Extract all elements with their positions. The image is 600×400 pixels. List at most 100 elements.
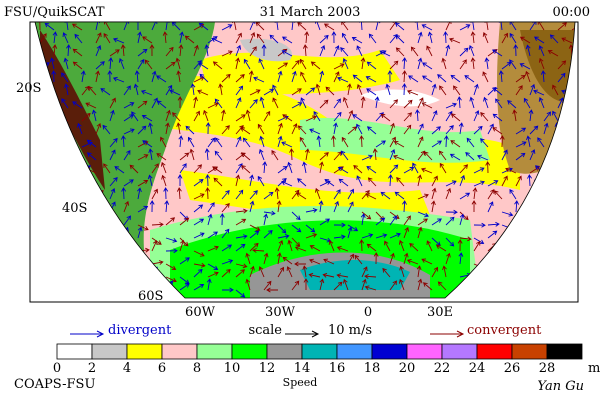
wind-arrow: [473, 270, 484, 278]
wind-arrow: [417, 226, 423, 239]
wind-arrow: [310, 61, 321, 70]
wind-arrow: [252, 247, 265, 253]
wind-arrow: [53, 167, 65, 174]
wind-arrow: [249, 200, 255, 213]
wind-arrow: [282, 114, 293, 122]
wind-arrow: [220, 109, 226, 122]
lat-label: 60S: [138, 289, 163, 304]
wind-arrow: [121, 187, 127, 200]
wind-arrow: [156, 100, 167, 109]
wind-arrow: [123, 289, 136, 295]
wind-arrow: [108, 239, 114, 252]
wind-arrow: [449, 153, 461, 161]
wind-arrow: [141, 114, 153, 122]
wind-arrow: [235, 189, 244, 200]
wind-arrow: [336, 246, 349, 252]
wind-arrow: [353, 164, 363, 174]
wind-arrow: [341, 32, 349, 44]
wind-arrow: [235, 44, 242, 57]
wind-arrow: [328, 240, 335, 252]
wind-arrow: [102, 124, 111, 135]
wind-arrow: [571, 214, 575, 226]
wind-arrow: [148, 122, 153, 135]
wind-arrow: [212, 166, 223, 174]
wind-arrow: [262, 161, 268, 174]
wind-arrow: [165, 248, 178, 254]
wind-arrow: [473, 180, 485, 187]
wind-arrow: [297, 178, 307, 187]
wind-arrow: [473, 237, 485, 244]
wind-arrow: [372, 148, 378, 161]
wind-arrow: [290, 22, 296, 31]
wind-arrow: [450, 74, 461, 83]
wind-arrow: [178, 135, 184, 148]
colorbar-tick: 26: [504, 361, 521, 376]
wind-arrow: [108, 57, 114, 70]
wind-arrow: [165, 46, 174, 57]
wind-arrow: [571, 70, 575, 83]
wind-arrow: [67, 216, 77, 226]
wind-arrow: [44, 88, 55, 96]
wind-arrow: [468, 44, 475, 57]
wind-arrow: [81, 280, 90, 291]
wind-arrow: [281, 50, 293, 57]
wind-arrow: [52, 31, 58, 44]
wind-arrow: [198, 22, 209, 31]
wind-arrow: [552, 110, 559, 122]
wind-arrow: [147, 174, 153, 187]
wind-arrow: [221, 203, 230, 213]
wind-arrow: [291, 70, 297, 83]
wind-arrow: [291, 280, 300, 291]
wind-arrow: [470, 22, 476, 31]
colorbar-tick: 22: [434, 361, 451, 376]
wind-arrow: [543, 122, 549, 135]
wind-arrow: [337, 76, 349, 83]
wind-arrow: [133, 83, 139, 96]
wind-arrow: [421, 258, 433, 265]
wind-arrow: [245, 109, 251, 122]
wind-arrow: [263, 280, 272, 291]
wind-arrow: [120, 44, 126, 57]
wind-arrow: [207, 137, 216, 148]
wind-arrow: [175, 57, 181, 70]
wind-arrow: [164, 200, 170, 213]
wind-arrow: [272, 84, 279, 96]
wind-arrow: [123, 179, 134, 187]
wind-arrow: [501, 270, 513, 278]
wind-arrow: [422, 282, 433, 291]
wind-arrow: [356, 83, 363, 96]
wind-arrow: [277, 62, 289, 70]
wind-arrow: [473, 222, 486, 228]
wind-arrow: [562, 113, 573, 122]
wind-arrow: [557, 97, 564, 109]
wind-arrow: [347, 110, 354, 122]
wind-arrow: [534, 191, 545, 200]
wind-arrow: [499, 135, 505, 148]
wind-arrow: [336, 273, 349, 279]
wind-arrow: [151, 222, 164, 227]
wind-arrow: [88, 86, 97, 96]
wind-arrow: [72, 61, 83, 70]
wind-arrow: [35, 122, 41, 135]
wind-arrow: [137, 267, 145, 278]
wind-arrow: [402, 57, 407, 70]
wind-arrow: [515, 261, 528, 267]
wind-arrow: [422, 62, 433, 70]
wind-arrow: [302, 161, 307, 174]
wind-arrow: [162, 31, 168, 44]
wind-arrow: [515, 175, 522, 187]
wind-arrow: [543, 111, 552, 122]
wind-arrow: [409, 242, 419, 252]
wind-arrow: [71, 23, 83, 31]
colorbar-box: [476, 343, 513, 360]
wind-arrow: [277, 135, 283, 148]
wind-arrow: [39, 284, 51, 291]
wind-arrow: [459, 236, 472, 242]
wind-arrow: [464, 75, 475, 83]
wind-arrow: [402, 200, 407, 213]
wind-arrow: [515, 152, 526, 161]
wind-arrow: [473, 167, 485, 174]
wind-arrow: [486, 252, 492, 265]
wind-arrow: [291, 224, 302, 233]
colorbar-tick: 6: [158, 361, 166, 376]
